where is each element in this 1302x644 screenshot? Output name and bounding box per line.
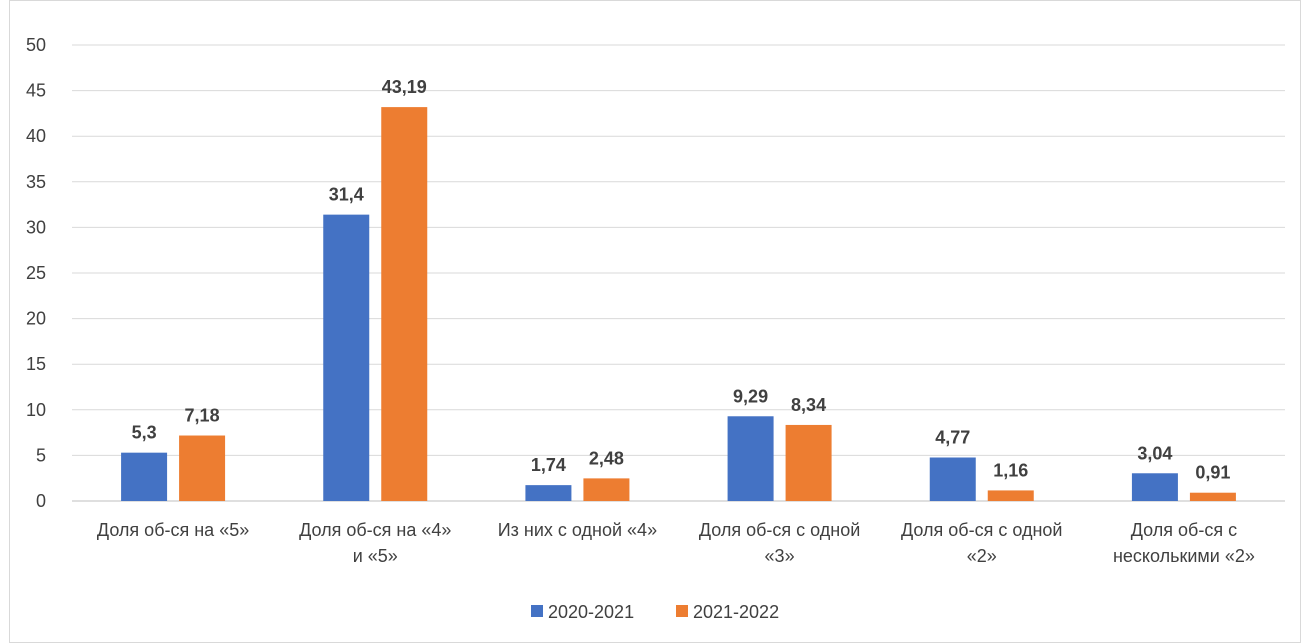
bar-2021-2022 — [987, 490, 1034, 501]
legend: 2020-2021 2021-2022 — [531, 602, 779, 622]
data-label: 5,3 — [132, 423, 157, 443]
data-labels: 5,3 7,18 31,4 43,19 1,74 2,48 9,29 8,34 4,77 1,16… — [132, 77, 1231, 483]
bars — [121, 107, 1236, 501]
y-tick-label: 30 — [26, 217, 46, 237]
y-tick-label: 40 — [26, 126, 46, 146]
data-label: 4,77 — [935, 427, 970, 447]
x-category-label: Доля об-ся на «5» — [97, 520, 249, 540]
legend-label: 2020-2021 — [548, 602, 634, 622]
bar-2020-2021 — [929, 457, 976, 501]
x-category-label: Доля об-ся с — [1131, 520, 1237, 540]
data-label: 0,91 — [1195, 463, 1230, 483]
y-tick-label: 0 — [36, 491, 46, 511]
gridlines — [72, 44, 1285, 502]
data-label: 1,16 — [993, 460, 1028, 480]
y-tick-label: 10 — [26, 400, 46, 420]
bar-2020-2021 — [121, 452, 168, 501]
y-axis-ticks: 0 5 10 15 20 25 30 35 40 45 50 — [26, 35, 46, 511]
x-category-label: «3» — [765, 546, 795, 566]
x-category-label: несколькими «2» — [1113, 546, 1255, 566]
x-category-label: Из них с одной «4» — [498, 520, 657, 540]
legend-label: 2021-2022 — [693, 602, 779, 622]
y-tick-label: 5 — [36, 445, 46, 465]
x-category-label: и «5» — [353, 546, 398, 566]
y-tick-label: 25 — [26, 263, 46, 283]
bar-2020-2021 — [525, 485, 572, 501]
bar-2021-2022 — [1189, 492, 1236, 501]
y-tick-label: 35 — [26, 172, 46, 192]
bar-2021-2022 — [381, 107, 428, 501]
bar-2020-2021 — [727, 416, 774, 501]
x-category-label: Доля об-ся на «4» — [299, 520, 451, 540]
data-label: 9,29 — [733, 386, 768, 406]
x-category-label: Доля об-ся с одной — [699, 520, 860, 540]
x-category-label: Доля об-ся с одной — [901, 520, 1062, 540]
bar-2021-2022 — [583, 478, 630, 501]
data-label: 2,48 — [589, 448, 624, 468]
bar-2021-2022 — [179, 435, 226, 501]
x-category-label: «2» — [967, 546, 997, 566]
chart-frame — [9, 0, 1301, 643]
bar-2020-2021 — [1131, 473, 1178, 501]
y-tick-label: 15 — [26, 354, 46, 374]
bar-2021-2022 — [785, 424, 832, 501]
legend-swatch — [676, 605, 688, 617]
data-label: 8,34 — [791, 395, 826, 415]
y-tick-label: 45 — [26, 81, 46, 101]
data-label: 7,18 — [185, 406, 220, 426]
data-label: 31,4 — [329, 185, 364, 205]
data-label: 43,19 — [382, 77, 427, 97]
legend-swatch — [531, 605, 543, 617]
y-tick-label: 50 — [26, 35, 46, 55]
bar-2020-2021 — [323, 214, 370, 501]
y-tick-label: 20 — [26, 309, 46, 329]
x-axis-categories: Доля об-ся на «5» Доля об-ся на «4» и «5» И… — [97, 520, 1255, 566]
data-label: 1,74 — [531, 455, 566, 475]
data-label: 3,04 — [1137, 443, 1172, 463]
